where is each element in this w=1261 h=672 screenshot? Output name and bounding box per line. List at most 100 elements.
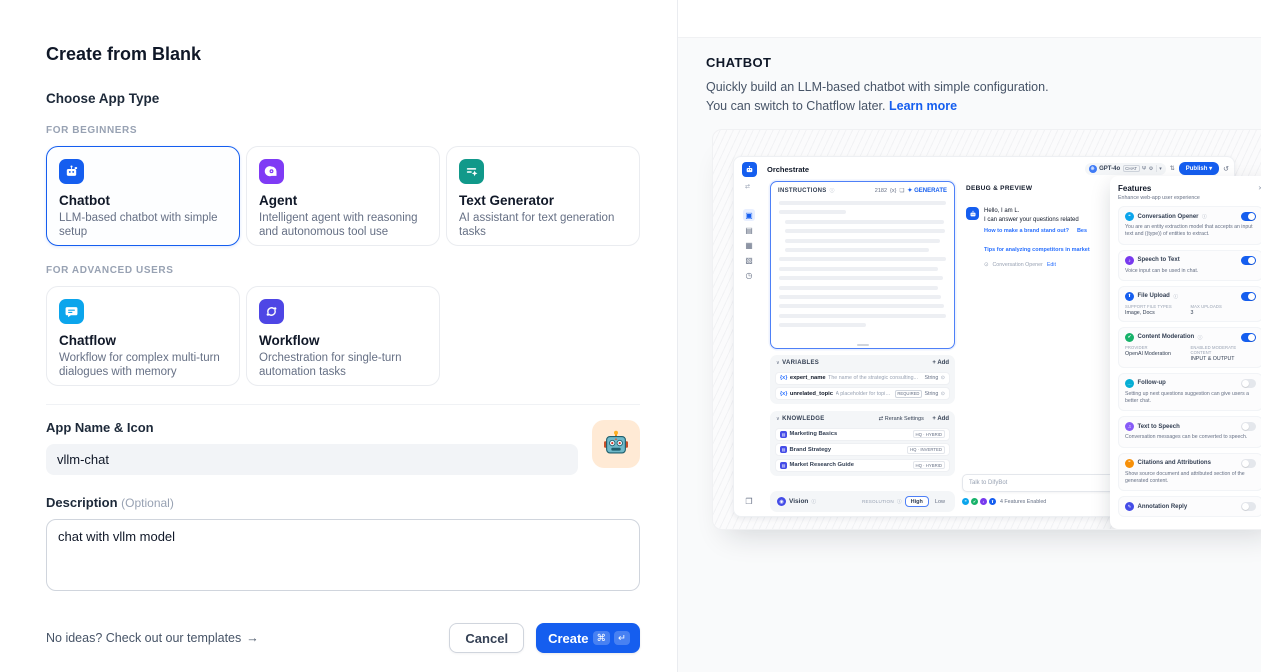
feature-annotation-reply: ✎ Annotation Reply bbox=[1118, 496, 1261, 518]
model-provider-icon: ❋ bbox=[1088, 164, 1097, 173]
vision-label: Vision bbox=[789, 498, 809, 505]
feature-field-label: SUPPORT FILE TYPES bbox=[1125, 303, 1172, 309]
speech-feature-dot: ♪ bbox=[980, 498, 987, 505]
templates-link-text: No ideas? Check out our templates bbox=[46, 631, 242, 645]
agent-glyph bbox=[264, 166, 277, 177]
description-textarea[interactable]: chat with vllm model bbox=[46, 519, 640, 591]
description-optional: (Optional) bbox=[121, 496, 174, 510]
card-title: Workflow bbox=[259, 333, 320, 348]
skeleton-line bbox=[779, 276, 943, 281]
skeleton-line bbox=[779, 304, 945, 309]
feature-desc: Conversation messages can be converted t… bbox=[1125, 434, 1248, 441]
preview-vision-panel: ◉ Vision ⓘ RESOLUTION ⓘ High Low bbox=[770, 491, 955, 512]
page-title: Create from Blank bbox=[46, 44, 202, 64]
card-workflow[interactable]: Workflow Orchestration for single-turn a… bbox=[246, 286, 440, 386]
right-topbar bbox=[678, 0, 1261, 38]
dataset-name: Brand Strategy bbox=[789, 446, 832, 453]
preview-nav-logs-icon: ▦ bbox=[745, 240, 753, 250]
for-beginners-label: FOR BEGINNERS bbox=[46, 125, 138, 136]
arrow-right-icon: → bbox=[246, 631, 259, 645]
voice-icon: Ψ bbox=[1142, 165, 1147, 172]
close-icon: ✕ bbox=[1258, 185, 1261, 192]
feature-toggle bbox=[1241, 422, 1256, 432]
generate-label: GENERATE bbox=[914, 188, 947, 194]
upload-feature-dot: ⬆ bbox=[989, 498, 996, 505]
app-icon-picker[interactable] bbox=[592, 420, 640, 468]
pill-divider bbox=[1155, 165, 1157, 172]
chatbot-icon bbox=[59, 159, 84, 184]
variable-row: {x} expert_name The name of the strategi… bbox=[775, 371, 950, 385]
chatflow-icon bbox=[59, 299, 84, 324]
variable-prefix: {x} bbox=[780, 390, 788, 397]
feature-name: Content Moderation bbox=[1137, 334, 1195, 341]
feature-toggle bbox=[1241, 502, 1256, 512]
collapse-icon: ∨ bbox=[776, 360, 780, 366]
beginner-cards: Chatbot LLM-based chatbot with simple se… bbox=[46, 146, 640, 246]
feature-name: Citations and Attributions bbox=[1137, 460, 1211, 467]
preview-model-pill: ❋ GPT-4o CHAT Ψ ⚙ ▾ bbox=[1084, 162, 1166, 175]
card-chatbot[interactable]: Chatbot LLM-based chatbot with simple se… bbox=[46, 146, 240, 246]
instructions-label: INSTRUCTIONS bbox=[778, 187, 827, 194]
card-text-generator[interactable]: Text Generator AI assistant for text gen… bbox=[446, 146, 640, 246]
text-to-speech-icon: ♫ bbox=[1125, 422, 1134, 432]
bot-avatar bbox=[966, 207, 979, 220]
skeleton-line bbox=[779, 210, 846, 215]
variable-desc: The name of the strategic consulting... bbox=[828, 375, 918, 381]
info-icon: ⓘ bbox=[1173, 294, 1179, 300]
feature-desc: Voice input can be used in chat. bbox=[1125, 267, 1199, 274]
enabled-features-row: ❝ ✔ ♪ ⬆ 4 Features Enabled bbox=[962, 498, 1046, 505]
feature-field-label: PROVIDER bbox=[1125, 344, 1148, 350]
knowledge-row: ▤ Marketing Basics HQ · HYBRID bbox=[775, 427, 950, 441]
feature-name: Annotation Reply bbox=[1137, 503, 1188, 510]
preview-instructions-panel: INSTRUCTIONS ⓘ 2182 {x} ❏ ✦ GENERATE bbox=[770, 181, 955, 349]
features-subtitle: Enhance web-app user experience bbox=[1118, 195, 1200, 201]
info-icon: ⓘ bbox=[829, 189, 835, 194]
moderation-feature-dot: ✔ bbox=[971, 498, 978, 505]
dataset-name: Market Research Guide bbox=[789, 462, 854, 468]
preview-description-text: Quickly build an LLM-based chatbot with … bbox=[706, 80, 1049, 113]
description-label: Description (Optional) bbox=[46, 495, 640, 510]
chevron-down-icon: ▾ bbox=[1159, 165, 1162, 172]
feature-field-label: MAX UPLOADS bbox=[1190, 303, 1222, 309]
app-name-row: App Name & Icon bbox=[46, 420, 640, 475]
app-name-input[interactable] bbox=[46, 444, 578, 475]
variable-row: {x} unrelated_topic A placeholder for to… bbox=[775, 387, 950, 400]
preview-heading: CHATBOT bbox=[706, 55, 772, 70]
suggested-question: How to make a brand stand out? bbox=[984, 228, 1069, 235]
feature-follow-up: … Follow-up Setting up next questions su… bbox=[1118, 372, 1261, 412]
variable-type: String bbox=[924, 390, 939, 397]
skeleton-line bbox=[779, 201, 946, 205]
preview-description: Quickly build an LLM-based chatbot with … bbox=[706, 78, 1058, 115]
citations-icon: ❞ bbox=[1125, 458, 1134, 468]
skeleton-line bbox=[785, 238, 941, 243]
skeleton-line bbox=[785, 219, 944, 224]
variable-name: unrelated_topic bbox=[789, 390, 834, 397]
card-chatflow[interactable]: Chatflow Workflow for complex multi-turn… bbox=[46, 286, 240, 386]
card-desc: LLM-based chatbot with simple setup bbox=[59, 212, 218, 239]
preview-nav-media-icon: ▤ bbox=[745, 225, 753, 235]
feature-field-value: Image, Docs bbox=[1125, 309, 1155, 316]
card-desc: AI assistant for text generation tasks bbox=[459, 212, 615, 239]
features-title: Features bbox=[1118, 184, 1152, 193]
cancel-button[interactable]: Cancel bbox=[449, 623, 525, 653]
rerank-label: Rerank Settings bbox=[884, 416, 924, 422]
skeleton-line bbox=[779, 285, 938, 290]
templates-link[interactable]: No ideas? Check out our templates → bbox=[46, 631, 259, 645]
knowledge-title: KNOWLEDGE bbox=[782, 416, 825, 422]
opener-icon: ⊙ bbox=[984, 262, 989, 269]
dataset-tag: HQ · HYBRID bbox=[912, 430, 945, 438]
skeleton-line bbox=[779, 313, 946, 318]
feature-toggle bbox=[1241, 458, 1256, 468]
section-divider bbox=[46, 404, 640, 405]
dataset-tag: HQ · HYBRID bbox=[912, 461, 945, 469]
enter-key-icon: ↵ bbox=[614, 631, 630, 645]
card-title: Chatflow bbox=[59, 333, 116, 348]
preview-switch-icon: ⇄ bbox=[745, 184, 751, 190]
empty-card-slot bbox=[446, 286, 640, 386]
copy-icon: ❏ bbox=[899, 187, 905, 194]
feature-field-label: ENABLED MODERATE CONTENT bbox=[1190, 344, 1237, 355]
info-icon: ⓘ bbox=[896, 500, 902, 505]
learn-more-link[interactable]: Learn more bbox=[888, 98, 958, 113]
card-agent[interactable]: Agent Intelligent agent with reasoning a… bbox=[246, 146, 440, 246]
create-button[interactable]: Create ⌘ ↵ bbox=[536, 623, 640, 653]
